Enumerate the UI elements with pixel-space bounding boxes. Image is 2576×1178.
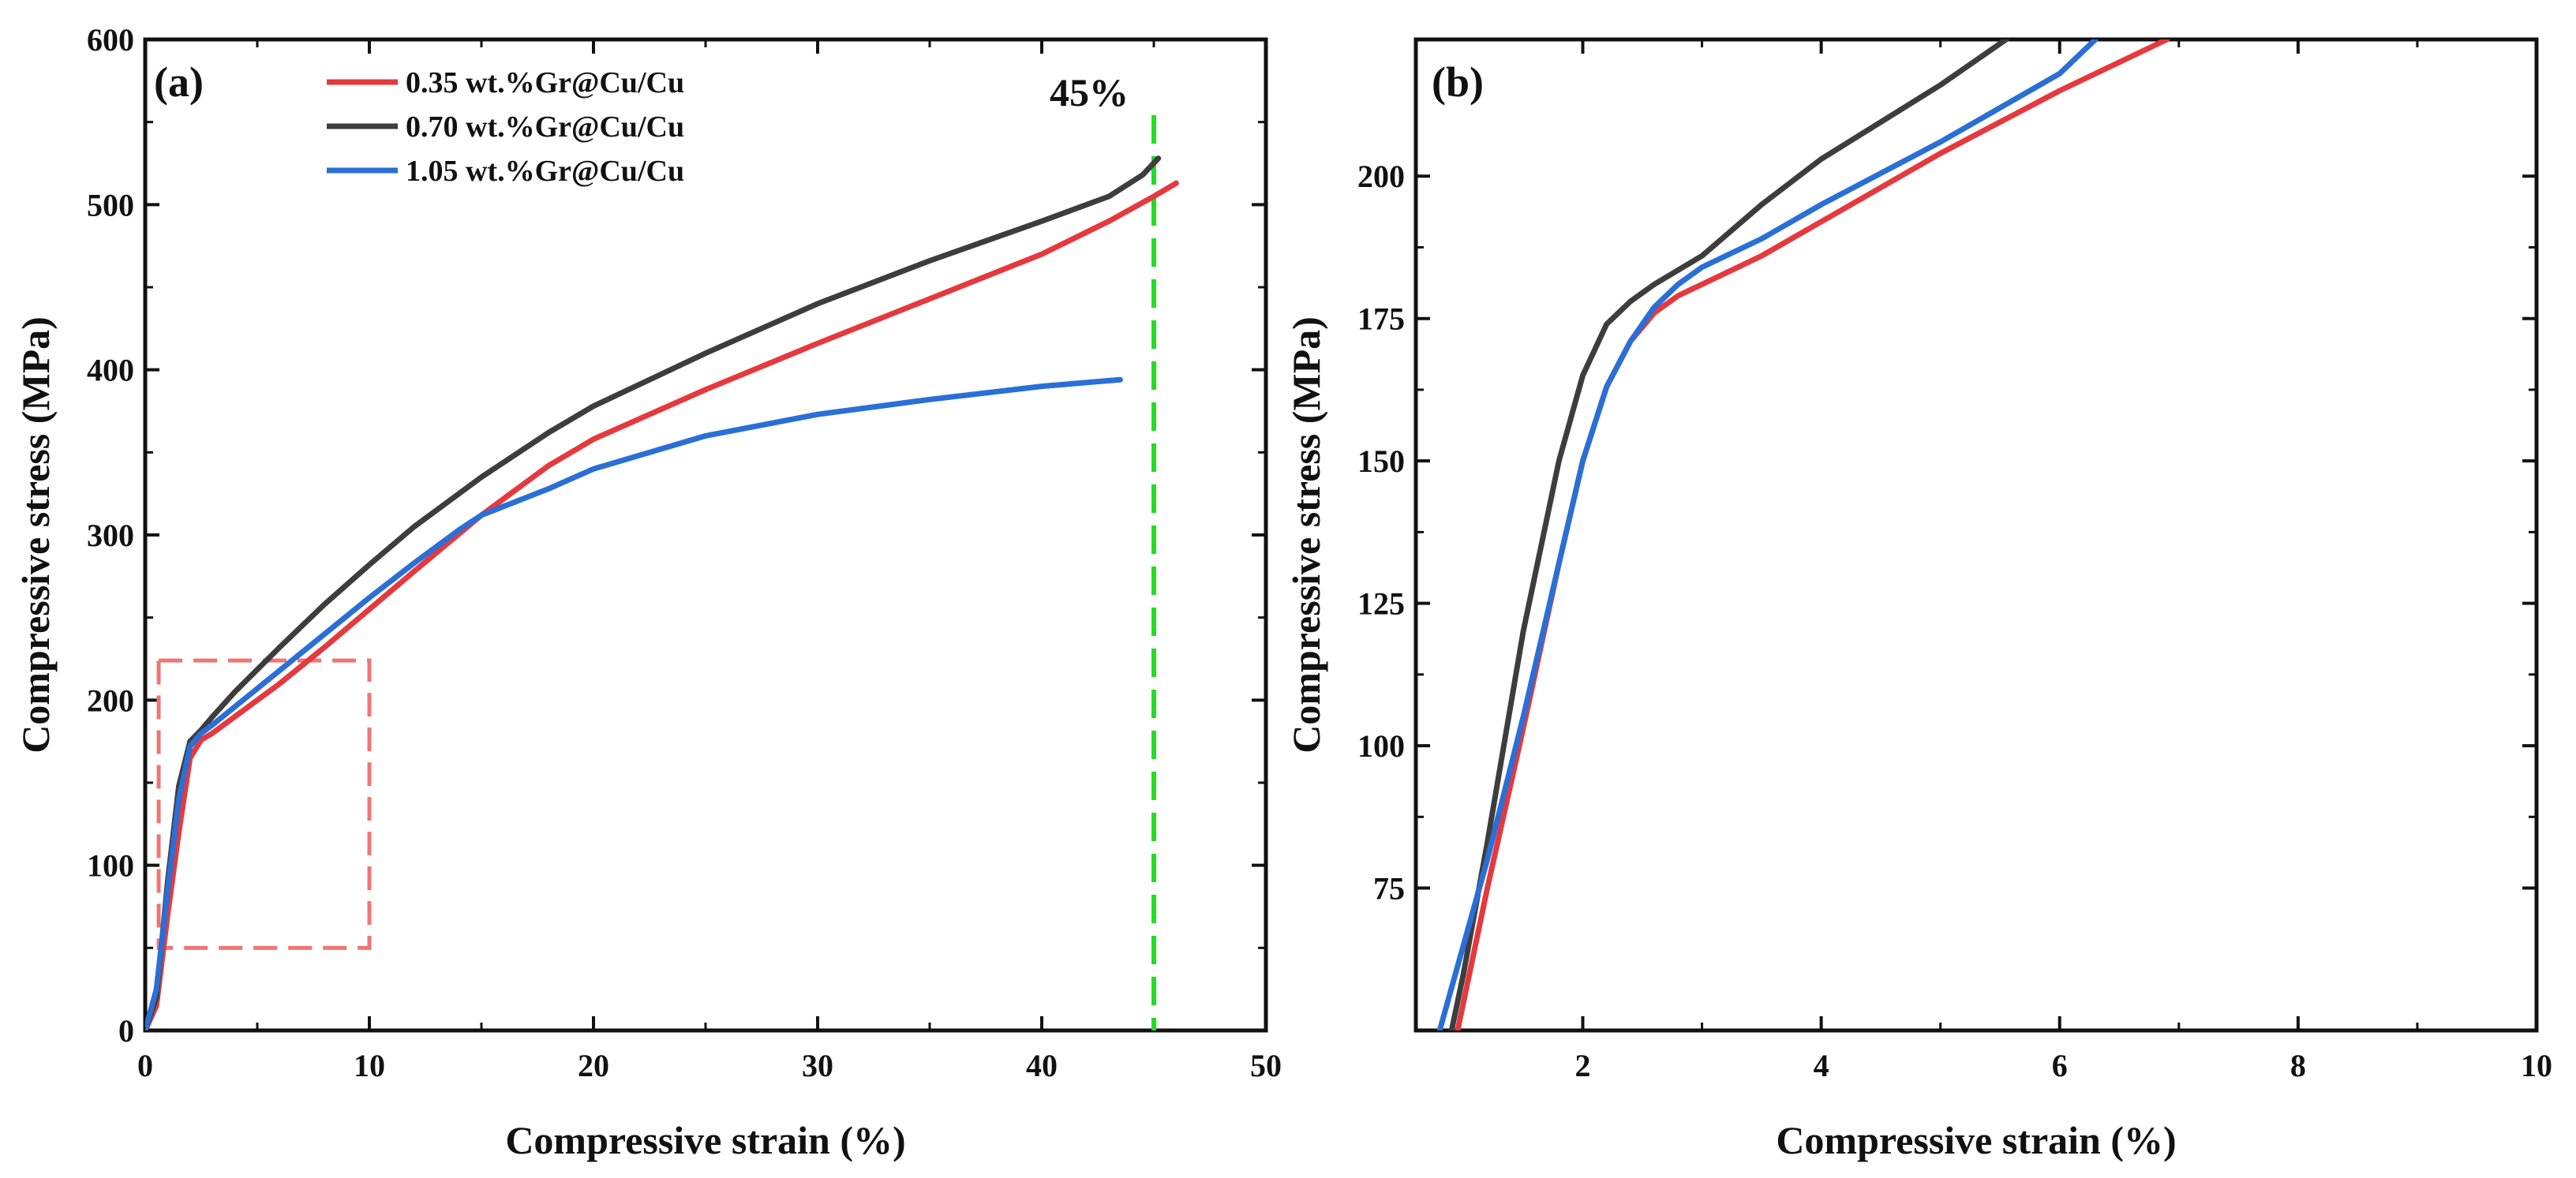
x-tick-label: 0 — [137, 1048, 153, 1083]
y-tick-label: 100 — [87, 848, 134, 884]
series-line-0.35 — [145, 180, 1179, 1030]
x-tick-label: 10 — [2521, 1048, 2552, 1083]
series-lines — [1436, 39, 2170, 1030]
y-tick-label: 175 — [1357, 301, 1405, 337]
y-tick-label: 0 — [118, 1013, 134, 1049]
y-tick-labels: 0 100 200 300 400 500 600 — [87, 22, 134, 1049]
y-axis-title: Compressive stress (MPa) — [13, 316, 58, 754]
x-tick-label: 2 — [1574, 1048, 1590, 1083]
series-line-1.05 — [145, 376, 1123, 1030]
y-tick-labels: 75 100 125 150 175 200 — [1357, 159, 1405, 906]
panel-a: 0 10 20 30 40 50 0 100 200 300 400 500 600 (a) 0.35… — [13, 22, 1282, 1162]
x-tick-label: 10 — [354, 1048, 385, 1083]
plot-frame — [1413, 37, 2539, 1033]
x-axis-title: Compressive strain (%) — [1776, 1118, 2176, 1162]
x-axis-title: Compressive strain (%) — [505, 1118, 905, 1162]
y-tick-label: 300 — [87, 518, 134, 553]
y-axis-title: Compressive stress (MPa) — [1284, 316, 1328, 754]
y-tick-label: 125 — [1357, 586, 1405, 622]
plot-frame — [143, 37, 1268, 1033]
series-line-0.70 — [145, 155, 1162, 1030]
x-tick-label: 6 — [2052, 1048, 2068, 1083]
legend-label: 1.05 wt.%Gr@Cu/Cu — [406, 155, 684, 188]
x-tick-labels: 0 10 20 30 40 50 — [137, 1048, 1282, 1083]
legend-label: 0.35 wt.%Gr@Cu/Cu — [406, 66, 684, 99]
legend-label: 0.70 wt.%Gr@Cu/Cu — [406, 110, 684, 144]
y-tick-label: 400 — [87, 353, 134, 388]
panel-label: (a) — [154, 58, 204, 106]
strain-annotation-label: 45% — [1050, 70, 1129, 114]
series-lines — [145, 155, 1179, 1030]
y-tick-label: 75 — [1373, 871, 1405, 907]
y-tick-label: 150 — [1357, 443, 1405, 479]
tick-marks — [1416, 39, 2538, 1030]
x-tick-label: 50 — [1250, 1048, 1282, 1083]
y-tick-label: 100 — [1357, 728, 1405, 764]
x-tick-label: 40 — [1026, 1048, 1058, 1083]
zoom-region-box — [156, 658, 372, 950]
x-tick-label: 4 — [1814, 1048, 1829, 1083]
y-tick-label: 600 — [87, 22, 134, 58]
x-tick-labels: 2 4 6 8 10 — [1574, 1048, 2552, 1083]
tick-marks — [144, 38, 1267, 1032]
annotation-lines — [156, 115, 1156, 1030]
y-tick-label: 200 — [87, 682, 134, 718]
series-line-0.70 — [1448, 39, 2009, 1030]
panel-label: (b) — [1432, 58, 1484, 106]
x-tick-label: 20 — [578, 1048, 609, 1083]
series-line-1.05 — [1436, 39, 2099, 1030]
x-tick-label: 30 — [802, 1048, 833, 1083]
panel-b: 2 4 6 8 10 75 100 125 150 175 200 (b) Compressive… — [1284, 37, 2552, 1162]
y-tick-label: 200 — [1357, 159, 1405, 194]
x-tick-label: 8 — [2290, 1048, 2306, 1083]
y-tick-label: 500 — [87, 187, 134, 223]
legend: 0.35 wt.%Gr@Cu/Cu 0.70 wt.%Gr@Cu/Cu 1.05… — [327, 66, 684, 188]
